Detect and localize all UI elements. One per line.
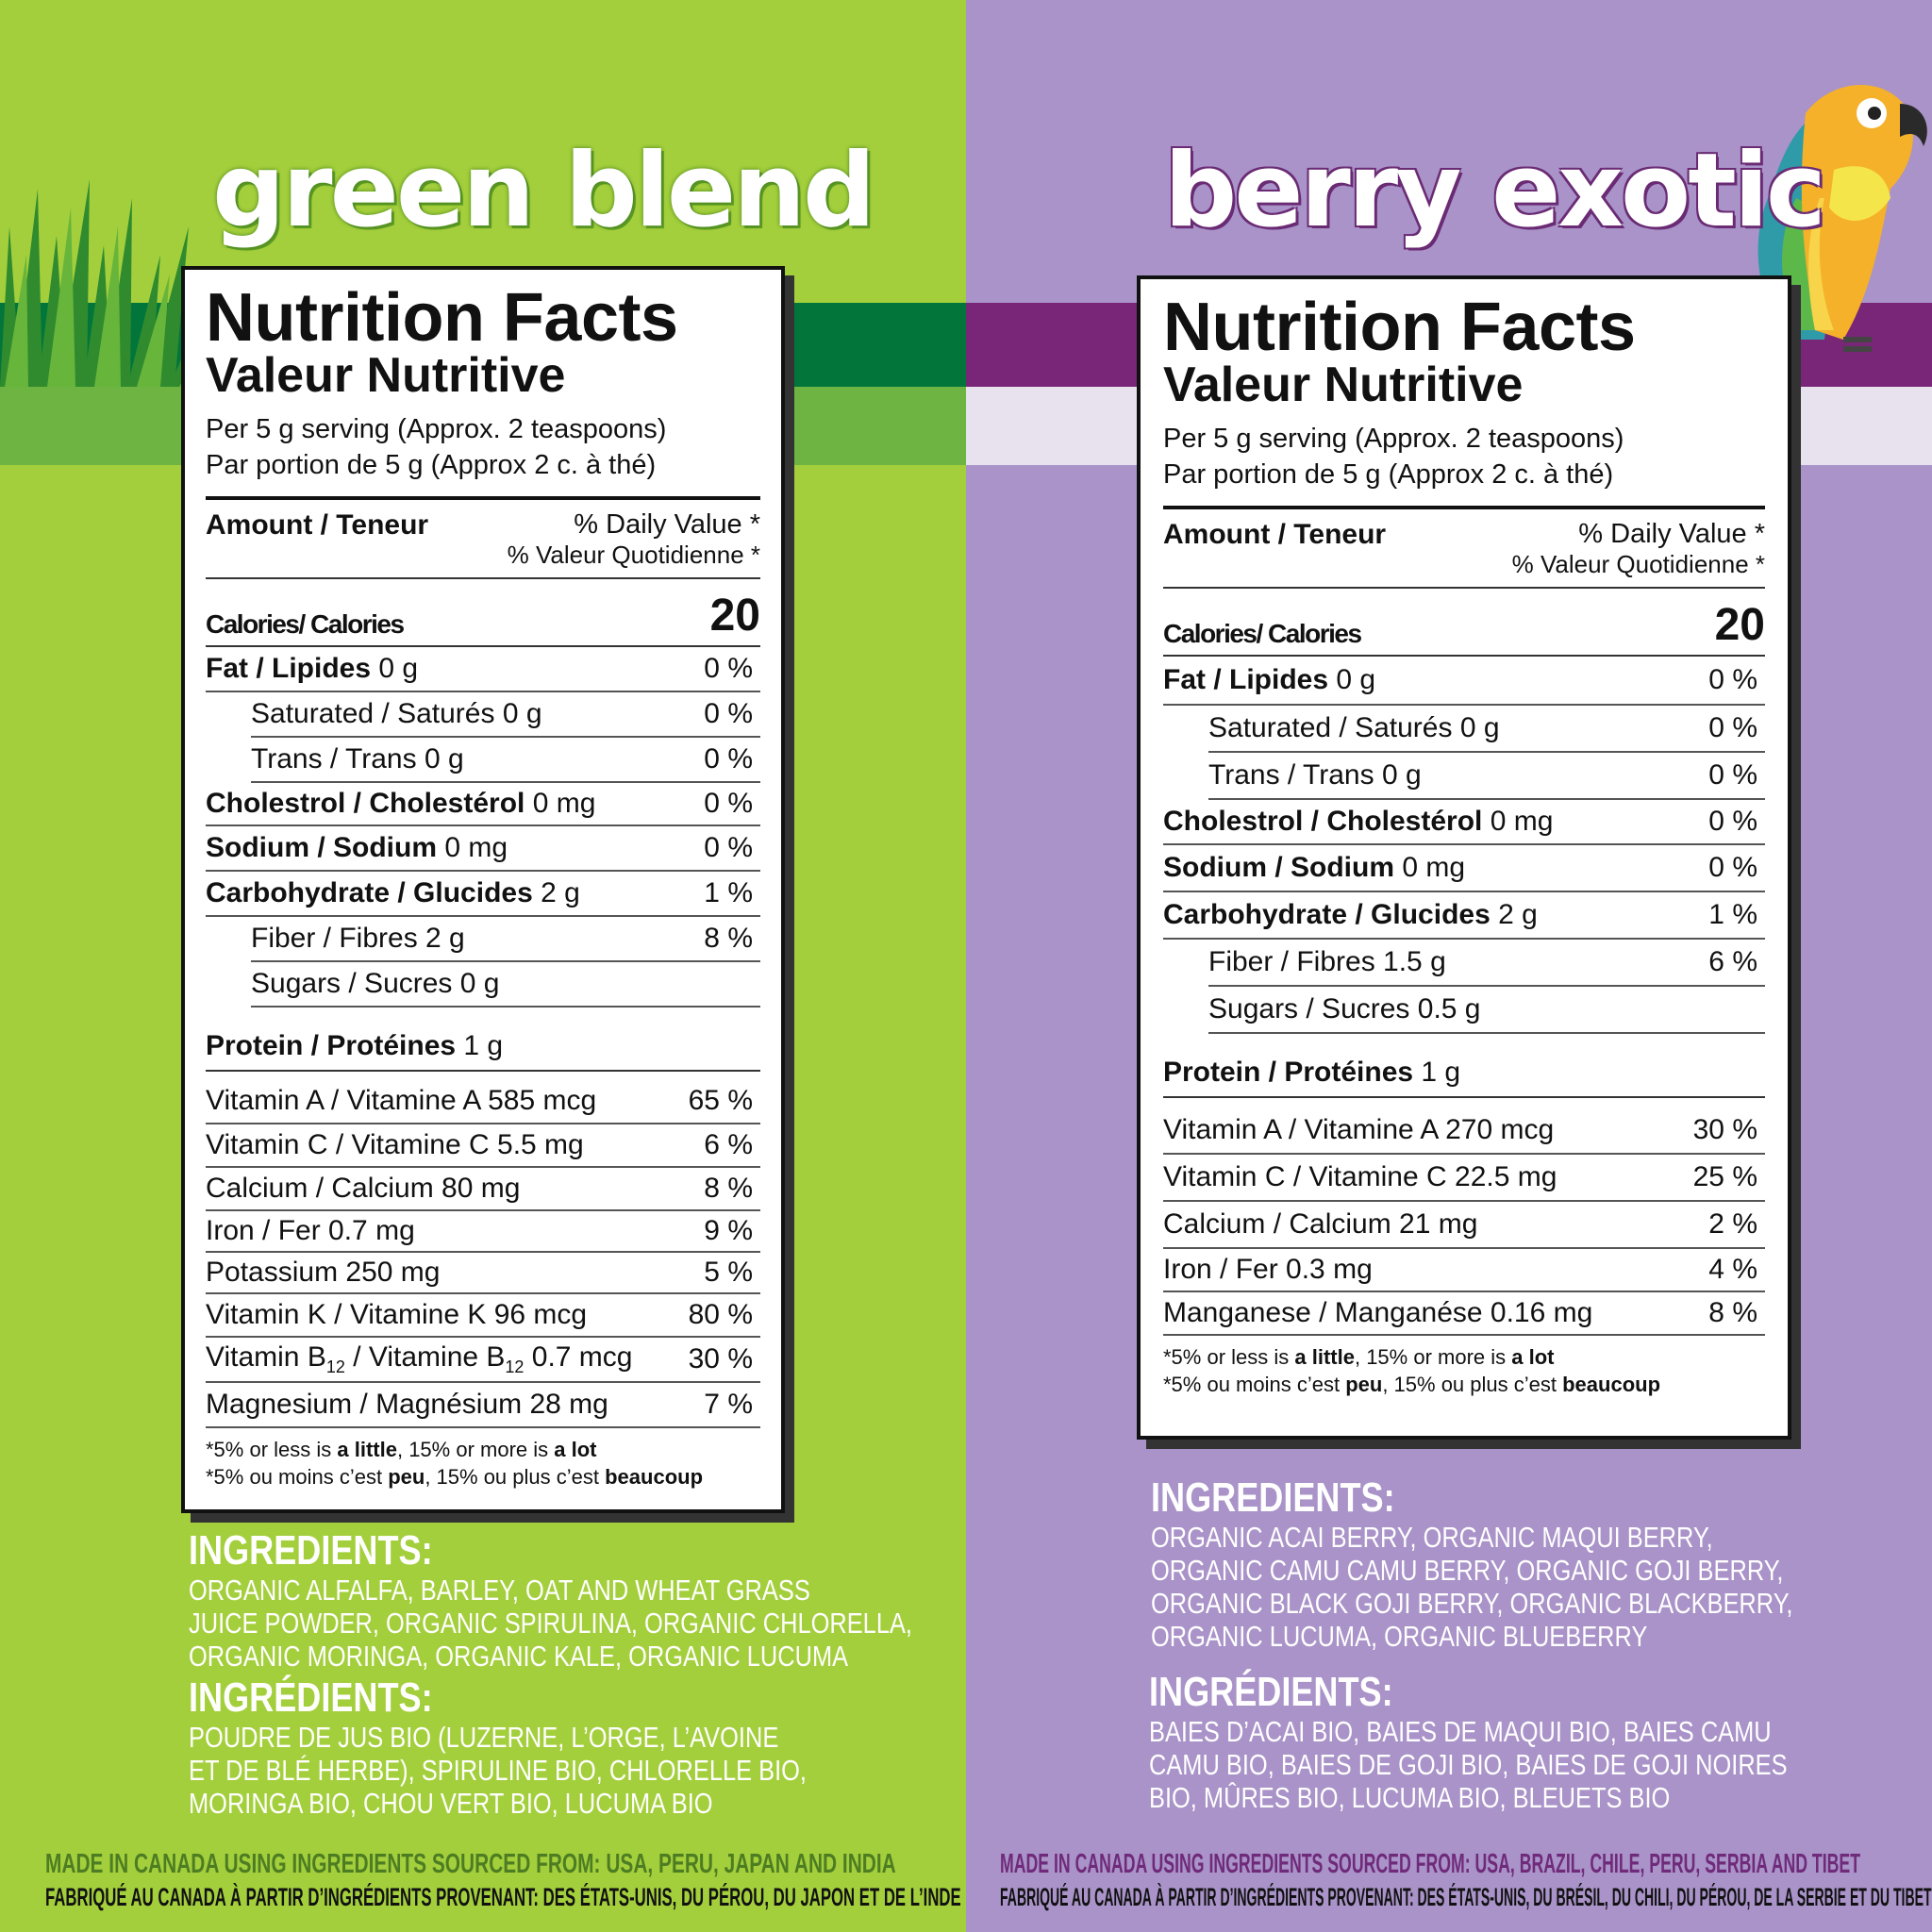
nutrient-row: Iron / Fer 0.7 mg 9 % <box>206 1211 760 1253</box>
calories-value: 20 <box>1714 600 1765 650</box>
nutrient-row: Sugars / Sucres 0 g <box>251 962 760 1008</box>
made-in-en: MADE IN CANADA USING INGREDIENTS SOURCED… <box>45 1849 896 1879</box>
nutrient-row: Manganese / Manganése 0.16 mg 8 % <box>1163 1292 1765 1336</box>
dv-en: % Daily Value * <box>1578 519 1765 549</box>
nutrient-row: Calcium / Calcium 80 mg 8 % <box>206 1168 760 1211</box>
nutrient-row: Sugars / Sucres 0.5 g <box>1208 987 1765 1034</box>
nutrient-row: Vitamin C / Vitamine C 5.5 mg 6 % <box>206 1124 760 1168</box>
nutrient-row: Vitamin A / Vitamine A 270 mcg 30 % <box>1163 1098 1765 1155</box>
nutrient-row: Iron / Fer 0.3 mg 4 % <box>1163 1249 1765 1292</box>
serving-fr: Par portion de 5 g (Approx 2 c. à thé) <box>1163 459 1614 490</box>
ingredients-title: INGREDIENTS: <box>189 1527 433 1574</box>
nutrient-row: Cholestrol / Cholestérol 0 mg 0 % <box>1163 800 1765 845</box>
ingredients-title: INGREDIENTS: <box>1151 1474 1395 1521</box>
divider <box>206 496 760 500</box>
ingredients-en: INGREDIENTS: ORGANIC ALFALFA, BARLEY, OA… <box>189 1527 912 1674</box>
nutrition-facts-panel: Nutrition Facts Valeur Nutritive Per 5 g… <box>1137 275 1791 1440</box>
divider <box>1163 506 1765 509</box>
footnote: *5% or less is a little, 15% or more is … <box>1163 1345 1661 1396</box>
nf-subtitle: Valeur Nutritive <box>1163 358 1524 412</box>
calories-label: Calories/ Calories <box>1163 619 1362 648</box>
dv-en: % Daily Value * <box>574 509 760 540</box>
amount-label: Amount / Teneur <box>1163 519 1387 550</box>
nutrient-row: Sodium / Sodium 0 mg 0 % <box>1163 845 1765 892</box>
serving-en: Per 5 g serving (Approx. 2 teaspoons) <box>206 414 667 444</box>
amount-header: Amount / Teneur % Daily Value * % Valeur… <box>1163 509 1765 589</box>
dv-fr: % Valeur Quotidienne * <box>1511 550 1765 578</box>
green-blend-panel: green blend Nutrition Facts Valeur Nutri… <box>0 0 966 1932</box>
nf-title: Nutrition Facts <box>1163 290 1636 365</box>
nutrient-row: Protein / Protéines 1 g <box>206 1008 760 1072</box>
amount-header: Amount / Teneur % Daily Value * % Valeur… <box>206 500 760 579</box>
berry-exotic-panel: berry exotic Nutrition Facts Valeur Nutr… <box>966 0 1932 1932</box>
brand-title: berry exotic <box>1164 132 1826 250</box>
nutrient-row: Protein / Protéines 1 g <box>1163 1034 1765 1098</box>
nutrient-row: Magnesium / Magnésium 28 mg 7 % <box>206 1383 760 1428</box>
nf-subtitle: Valeur Nutritive <box>206 348 566 403</box>
nf-title: Nutrition Facts <box>206 280 678 356</box>
made-in-fr: FABRIQUÉ AU CANADA À PARTIR D’INGRÉDIENT… <box>1000 1883 1932 1911</box>
nutrition-facts-panel: Nutrition Facts Valeur Nutritive Per 5 g… <box>181 266 785 1513</box>
brand-title: green blend <box>212 132 875 250</box>
ingredients-fr: INGRÉDIENTS: BAIES D’ACAI BIO, BAIES DE … <box>1149 1669 1788 1815</box>
nutrient-row: Calcium / Calcium 21 mg 2 % <box>1163 1202 1765 1249</box>
nutrient-row: Cholestrol / Cholestérol 0 mg 0 % <box>206 783 760 826</box>
nutrient-row: Vitamin B12 / Vitamine B12 0.7 mcg 30 % <box>206 1338 760 1383</box>
calories-row: Calories/ Calories 20 <box>206 579 760 647</box>
nutrient-row: Potassium 250 mg 5 % <box>206 1253 760 1294</box>
amount-label: Amount / Teneur <box>206 509 429 541</box>
made-in-en: MADE IN CANADA USING INGREDIENTS SOURCED… <box>1000 1849 1861 1879</box>
dv-fr: % Valeur Quotidienne * <box>507 541 760 569</box>
ingredients-fr-title: INGRÉDIENTS: <box>189 1674 433 1721</box>
serving-fr: Par portion de 5 g (Approx 2 c. à thé) <box>206 450 657 480</box>
nutrient-row: Vitamin K / Vitamine K 96 mcg 80 % <box>206 1294 760 1338</box>
footnote: *5% or less is a little, 15% or more is … <box>206 1438 704 1489</box>
nutrient-row: Vitamin C / Vitamine C 22.5 mg 25 % <box>1163 1155 1765 1202</box>
calories-value: 20 <box>709 591 760 641</box>
calories-label: Calories/ Calories <box>206 609 405 639</box>
made-in-fr: FABRIQUÉ AU CANADA À PARTIR D’INGRÉDIENT… <box>45 1883 961 1911</box>
calories-row: Calories/ Calories 20 <box>1163 589 1765 657</box>
serving-en: Per 5 g serving (Approx. 2 teaspoons) <box>1163 424 1624 454</box>
ingredients-fr-title: INGRÉDIENTS: <box>1149 1669 1393 1715</box>
ingredients-fr: INGRÉDIENTS: POUDRE DE JUS BIO (LUZERNE,… <box>189 1674 808 1821</box>
nutrient-row: Sodium / Sodium 0 mg 0 % <box>206 826 760 872</box>
parrot-illustration-icon <box>1757 85 1927 352</box>
ingredients-en: INGREDIENTS: ORGANIC ACAI BERRY, ORGANIC… <box>1151 1474 1793 1654</box>
nutrient-row: Vitamin A / Vitamine A 585 mcg 65 % <box>206 1072 760 1124</box>
